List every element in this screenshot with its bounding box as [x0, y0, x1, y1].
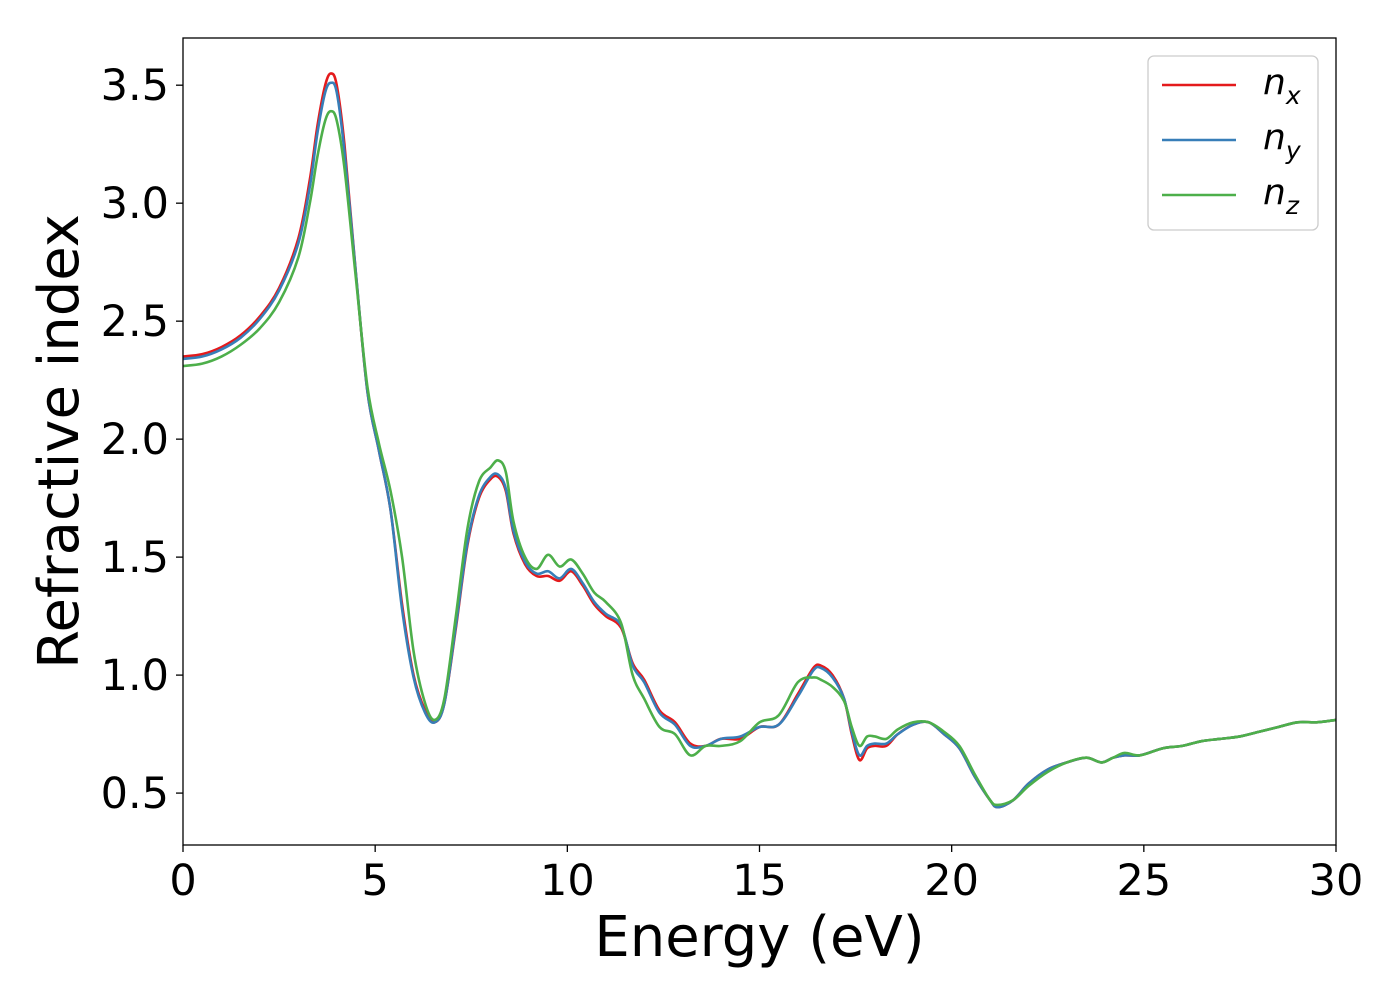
x-tick-label: 20	[924, 856, 979, 906]
legend-box	[1147, 55, 1319, 231]
y-tick-label: 2.5	[101, 297, 169, 347]
legend-label-base: n	[1263, 117, 1286, 158]
y-tick-label: 2.0	[101, 415, 169, 465]
series-line-z	[182, 109, 1337, 807]
x-tick-label: 0	[169, 856, 196, 906]
x-tick-label: 15	[732, 856, 787, 906]
x-tick-label: 5	[361, 856, 388, 906]
legend-label-subscript: x	[1285, 81, 1301, 110]
y-tick-label: 3.5	[101, 61, 169, 111]
axis-ticks: 0 5 10 15 20 25 30 0.5 1.0 1.5 2.0 2.5 3.0 3.5	[101, 61, 1364, 906]
legend-label-z: nz	[1263, 172, 1300, 220]
y-tick-label: 0.5	[101, 769, 169, 819]
y-axis-label: Refractive index	[27, 214, 92, 669]
x-axis-label: Energy (eV)	[594, 905, 924, 970]
x-tick-label: 10	[540, 856, 595, 906]
legend-label-y: ny	[1263, 117, 1302, 165]
series-layer	[182, 72, 1337, 809]
x-tick-label: 30	[1309, 856, 1364, 906]
y-tick-label: 3.0	[101, 179, 169, 229]
legend-label-base: n	[1263, 172, 1286, 213]
legend-label-base: n	[1263, 62, 1286, 103]
x-tick-label: 25	[1116, 856, 1171, 906]
legend-label-x: nx	[1263, 62, 1301, 110]
y-tick-label: 1.0	[101, 651, 169, 701]
legend-label-subscript: z	[1285, 191, 1300, 220]
legend-label-subscript: y	[1285, 136, 1302, 165]
y-tick-label: 1.5	[101, 533, 169, 583]
